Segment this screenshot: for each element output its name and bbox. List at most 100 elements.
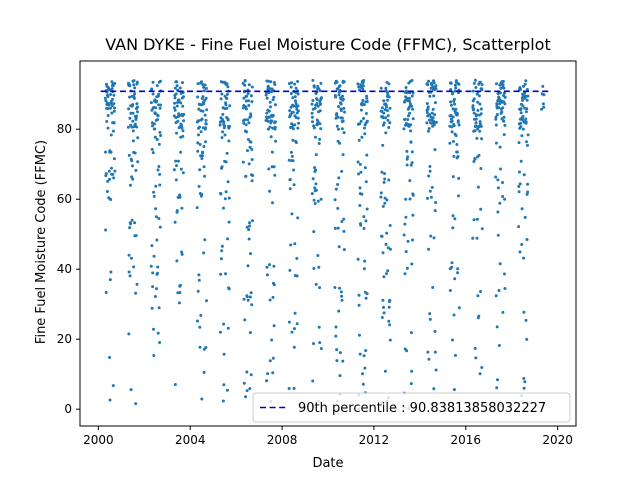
data-point — [386, 269, 390, 273]
data-point — [387, 95, 391, 99]
data-point — [452, 388, 456, 392]
data-point — [502, 91, 506, 95]
data-point — [476, 127, 480, 131]
data-point — [135, 80, 139, 84]
data-point — [250, 85, 254, 89]
data-point — [341, 153, 345, 157]
data-point — [407, 96, 411, 100]
data-point — [452, 313, 456, 317]
data-point — [427, 118, 431, 122]
data-point — [106, 179, 110, 183]
data-point — [522, 376, 526, 380]
data-point — [310, 102, 314, 106]
data-point — [175, 209, 179, 213]
data-point — [132, 265, 136, 269]
data-point — [178, 283, 182, 287]
data-point — [246, 92, 250, 96]
data-point — [112, 102, 116, 106]
legend-label: 90th percentile : 90.83813858032227 — [298, 401, 546, 416]
data-point — [361, 99, 365, 102]
data-point — [150, 87, 154, 91]
data-point — [265, 379, 269, 383]
data-point — [287, 387, 291, 390]
data-point — [158, 341, 162, 344]
data-point — [335, 112, 339, 116]
data-point — [290, 212, 294, 216]
data-point — [337, 93, 341, 97]
data-point — [411, 91, 415, 95]
data-point — [518, 250, 522, 254]
data-point — [204, 140, 208, 144]
data-point — [381, 116, 385, 120]
data-point — [525, 238, 529, 241]
data-point — [152, 327, 155, 331]
data-point — [341, 97, 345, 101]
data-point — [365, 94, 369, 98]
data-point — [197, 107, 201, 111]
data-point — [356, 257, 360, 261]
data-point — [180, 126, 184, 130]
data-point — [480, 137, 484, 141]
data-point — [133, 151, 137, 155]
data-point — [522, 256, 526, 260]
data-point — [428, 317, 432, 321]
data-point — [365, 100, 369, 103]
data-point — [340, 294, 344, 298]
data-point — [405, 266, 409, 270]
data-point — [249, 114, 253, 118]
data-point — [410, 79, 414, 82]
data-point — [409, 382, 413, 386]
data-point — [477, 153, 481, 157]
data-point — [318, 89, 322, 93]
data-point — [153, 135, 157, 139]
data-point — [428, 169, 432, 173]
data-point — [479, 167, 483, 170]
data-point — [385, 231, 389, 235]
data-point — [432, 94, 436, 98]
data-point — [250, 148, 254, 151]
data-point — [202, 251, 206, 255]
data-point — [225, 92, 229, 96]
data-point — [387, 82, 391, 86]
data-point — [219, 97, 223, 101]
data-point — [358, 204, 362, 207]
data-point — [428, 312, 432, 316]
data-point — [295, 274, 299, 278]
data-point — [317, 325, 321, 329]
data-point — [434, 368, 438, 372]
data-point — [318, 122, 322, 126]
data-point — [296, 104, 300, 108]
data-point — [292, 104, 296, 108]
data-point — [290, 330, 294, 334]
data-point — [471, 236, 475, 240]
data-point — [288, 268, 292, 272]
data-point — [362, 227, 366, 230]
data-point — [340, 127, 344, 131]
data-point — [525, 192, 529, 196]
data-point — [362, 79, 366, 82]
data-point — [158, 79, 162, 83]
data-point — [428, 165, 432, 168]
data-point — [224, 272, 227, 276]
data-point — [450, 130, 454, 134]
data-point — [131, 103, 135, 107]
data-point — [501, 106, 505, 110]
data-point — [173, 96, 177, 100]
data-point — [497, 106, 501, 110]
data-point — [473, 129, 477, 133]
data-point — [455, 150, 459, 154]
data-point — [243, 79, 247, 82]
data-point — [432, 387, 436, 391]
data-point — [385, 198, 389, 202]
data-point — [110, 104, 114, 108]
data-point — [359, 83, 363, 87]
data-point — [431, 116, 435, 120]
data-point — [364, 112, 368, 115]
data-point — [152, 354, 156, 357]
data-point — [218, 123, 222, 127]
data-point — [111, 384, 115, 388]
data-point — [288, 178, 292, 182]
data-point — [132, 96, 136, 100]
data-point — [154, 106, 158, 110]
data-point — [361, 372, 364, 376]
